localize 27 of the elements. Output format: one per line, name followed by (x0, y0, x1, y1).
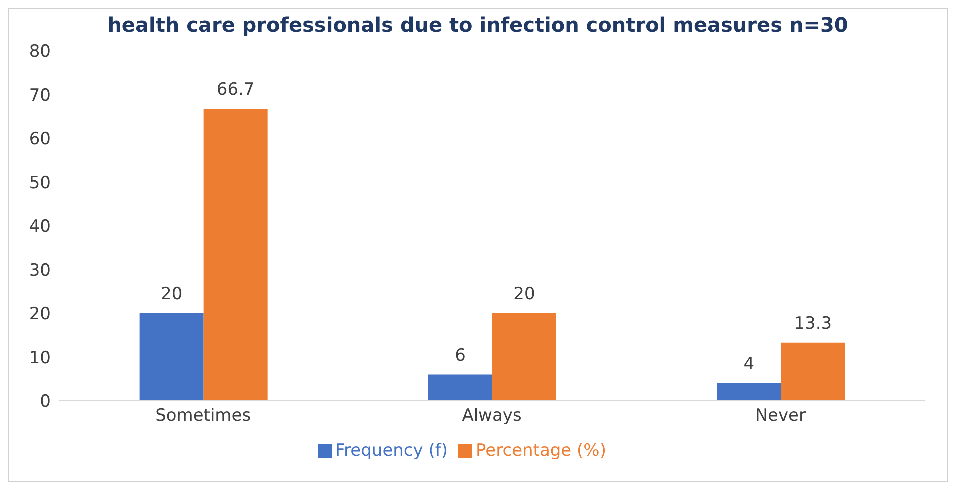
y-tick-label: 70 (29, 86, 51, 106)
bar (781, 342, 846, 401)
y-tick-label: 20 (29, 304, 51, 325)
bar (428, 374, 492, 401)
legend-label: Percentage (%) (476, 441, 606, 461)
bar (717, 384, 782, 401)
bar (140, 314, 204, 401)
x-tick-label: Always (462, 406, 522, 426)
y-tick-label: 0 (40, 392, 51, 412)
x-tick-label: Sometimes (156, 406, 252, 426)
data-label: 20 (161, 284, 183, 304)
legend-label: Frequency (f) (336, 441, 448, 461)
y-tick-label: 10 (29, 348, 51, 368)
data-label: 6 (455, 346, 466, 366)
bar (492, 314, 556, 401)
x-tick-label: Never (755, 406, 806, 426)
data-label: 13.3 (794, 314, 832, 334)
y-tick-label: 80 (29, 42, 51, 62)
y-tick-label: 50 (29, 173, 51, 194)
y-tick-label: 40 (29, 217, 51, 238)
data-label: 4 (744, 354, 755, 374)
y-tick-label: 60 (29, 130, 51, 150)
data-label: 66.7 (216, 80, 255, 100)
bar (204, 109, 268, 401)
chart-title: health care professionals due to infection control measures n=30 (106, 12, 850, 39)
y-tick-label: 30 (29, 260, 51, 281)
data-label: 20 (514, 284, 536, 304)
